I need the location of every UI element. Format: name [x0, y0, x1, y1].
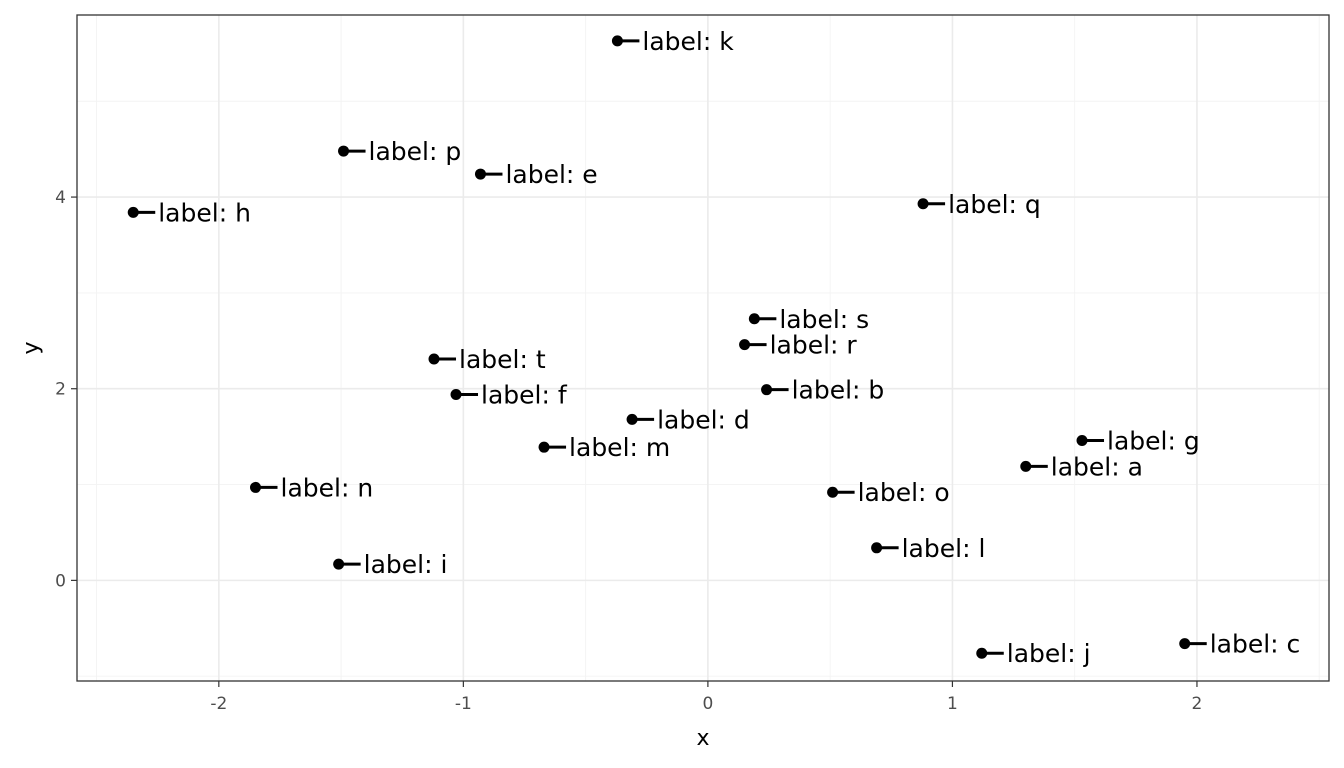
- data-point-group: label: d: [626, 405, 750, 434]
- data-point: [748, 313, 760, 325]
- point-label: label: k: [642, 27, 734, 56]
- data-point-group: label: t: [428, 345, 546, 374]
- data-point: [827, 486, 839, 498]
- data-point: [976, 647, 988, 659]
- data-point-group: label: s: [748, 305, 869, 334]
- data-point-group: label: r: [739, 331, 857, 360]
- axis-ticks: -2 -1 0 1 2 0 2 4: [55, 188, 1202, 714]
- data-point-group: label: f: [450, 380, 568, 409]
- data-point-group: label: j: [976, 639, 1091, 668]
- point-label: label: d: [657, 405, 750, 434]
- point-label: label: i: [364, 550, 448, 579]
- data-point: [450, 388, 462, 400]
- data-point-group: label: q: [917, 190, 1041, 219]
- point-label: label: p: [369, 137, 462, 166]
- data-point-group: label: c: [1179, 630, 1300, 659]
- data-point: [917, 198, 929, 210]
- data-point: [127, 206, 139, 218]
- point-label: label: g: [1107, 426, 1200, 455]
- data-points: label: a label: b label: c label: d label: e…: [127, 27, 1300, 668]
- data-point: [333, 558, 345, 570]
- y-axis-title: y: [19, 341, 44, 354]
- point-label: label: h: [158, 198, 251, 227]
- panel-border: [76, 14, 1330, 682]
- data-point: [1179, 638, 1191, 650]
- data-point-group: label: l: [871, 534, 985, 563]
- data-point: [871, 542, 883, 554]
- data-point: [611, 35, 623, 47]
- data-point: [1076, 434, 1088, 446]
- y-tick-label: 2: [55, 380, 66, 400]
- data-point: [626, 413, 638, 425]
- data-point-group: label: g: [1076, 426, 1200, 455]
- point-label: label: s: [779, 305, 869, 334]
- x-tick-label: 0: [702, 694, 713, 714]
- data-point: [538, 441, 550, 453]
- point-label: label: o: [858, 478, 950, 507]
- point-label: label: j: [1007, 639, 1091, 668]
- data-point-group: label: m: [538, 433, 670, 462]
- data-point-group: label: p: [338, 137, 461, 166]
- y-tick-label: 0: [55, 571, 66, 591]
- y-tick-label: 4: [55, 188, 66, 208]
- point-label: label: b: [792, 376, 885, 405]
- data-point: [250, 481, 262, 493]
- data-point: [761, 384, 773, 396]
- data-point-group: label: b: [761, 376, 884, 405]
- point-label: label: f: [481, 380, 568, 409]
- data-point-group: label: k: [611, 27, 734, 56]
- data-point-group: label: i: [333, 550, 447, 579]
- data-point-group: label: n: [250, 473, 373, 502]
- data-point: [338, 145, 350, 157]
- data-point: [474, 168, 486, 180]
- point-label: label: l: [902, 534, 986, 563]
- point-label: label: t: [459, 345, 546, 374]
- point-label: label: r: [770, 331, 858, 360]
- data-point: [739, 339, 751, 351]
- x-tick-label: 1: [947, 694, 958, 714]
- data-point-group: label: o: [827, 478, 950, 507]
- data-point-group: label: e: [474, 160, 598, 189]
- x-axis-title: x: [696, 726, 709, 751]
- point-label: label: n: [281, 473, 374, 502]
- data-point-group: label: h: [127, 198, 251, 227]
- point-label: label: a: [1051, 452, 1143, 481]
- data-point: [428, 353, 440, 365]
- point-label: label: q: [948, 190, 1041, 219]
- x-tick-label: -2: [210, 694, 227, 714]
- grid-lines: [77, 15, 1329, 681]
- point-label: label: c: [1210, 630, 1301, 659]
- point-label: label: e: [505, 160, 597, 189]
- data-point-group: label: a: [1020, 452, 1143, 481]
- x-tick-label: -1: [455, 694, 472, 714]
- point-label: label: m: [569, 433, 670, 462]
- data-point: [1020, 460, 1032, 472]
- x-tick-label: 2: [1192, 694, 1203, 714]
